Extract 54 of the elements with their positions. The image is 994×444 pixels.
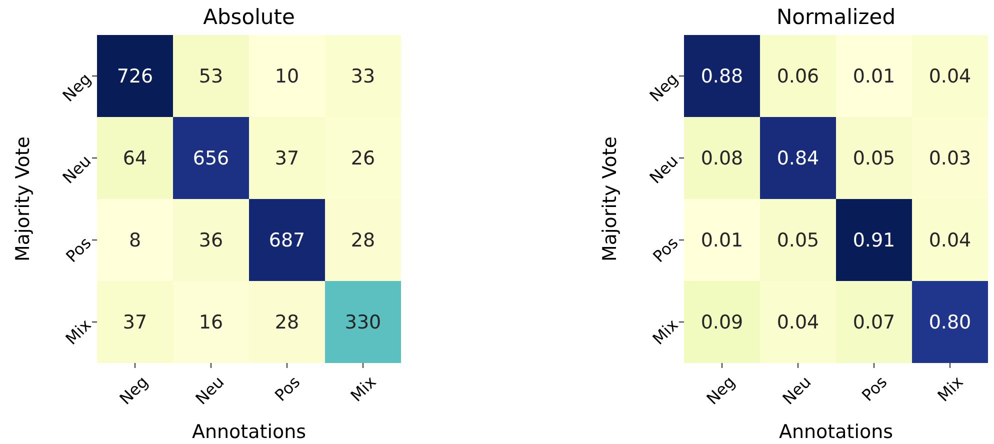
chart-title: Normalized xyxy=(776,5,896,29)
data-label: 37 xyxy=(274,148,300,170)
data-label: 726 xyxy=(116,66,154,88)
data-label: 26 xyxy=(350,148,376,170)
data-label: 53 xyxy=(198,66,224,88)
data-label: 0.04 xyxy=(928,66,972,88)
y-tick-label: Neu xyxy=(58,151,95,188)
data-label: 0.05 xyxy=(776,230,820,252)
x-tick-label: Mix xyxy=(346,372,380,406)
data-label: 28 xyxy=(350,230,376,252)
data-label: 0.91 xyxy=(852,230,896,252)
x-tick-label: Pos xyxy=(858,372,891,405)
data-label: 0.04 xyxy=(776,312,820,334)
x-tick-label: Neu xyxy=(192,372,228,408)
data-label: 0.09 xyxy=(700,312,744,334)
data-label: 0.80 xyxy=(928,312,972,334)
data-label: 0.01 xyxy=(700,230,744,252)
x-tick-label: Neg xyxy=(116,372,152,408)
data-label: 687 xyxy=(268,230,306,252)
y-tick-label: Neu xyxy=(646,151,682,188)
x-axis-title: Annotations xyxy=(778,421,894,443)
data-label: 0.88 xyxy=(700,66,744,88)
data-label: 36 xyxy=(198,230,224,252)
x-axis-title: Annotations xyxy=(192,421,306,443)
chart-title: Absolute xyxy=(203,5,295,29)
data-label: 10 xyxy=(274,66,300,88)
data-label: 0.01 xyxy=(852,66,896,88)
data-label: 37 xyxy=(122,312,148,334)
data-label: 0.08 xyxy=(700,148,744,170)
y-tick-label: Mix xyxy=(62,315,95,348)
x-tick-label: Neu xyxy=(778,372,815,408)
data-label: 64 xyxy=(122,148,148,170)
y-tick-label: Mix xyxy=(648,315,682,348)
y-tick-label: Pos xyxy=(649,233,682,266)
data-label: 0.06 xyxy=(776,66,820,88)
y-axis-title: Majority Vote xyxy=(599,136,621,262)
y-axis-title: Majority Vote xyxy=(12,136,34,262)
data-label: 33 xyxy=(350,66,376,88)
y-tick-label: Neg xyxy=(58,69,95,106)
x-tick-label: Pos xyxy=(271,372,304,405)
data-label: 0.04 xyxy=(928,230,972,252)
data-label: 330 xyxy=(344,312,382,334)
x-tick-label: Neg xyxy=(702,372,739,408)
data-label: 0.07 xyxy=(852,312,896,334)
y-tick-label: Pos xyxy=(62,233,95,266)
x-tick-label: Mix xyxy=(934,372,967,406)
y-tick-label: Neg xyxy=(646,69,682,106)
data-label: 28 xyxy=(274,312,300,334)
data-label: 8 xyxy=(128,230,142,252)
data-label: 0.84 xyxy=(776,148,820,170)
data-label: 656 xyxy=(192,148,230,170)
data-label: 16 xyxy=(198,312,224,334)
data-label: 0.03 xyxy=(928,148,972,170)
data-label: 0.05 xyxy=(852,148,896,170)
